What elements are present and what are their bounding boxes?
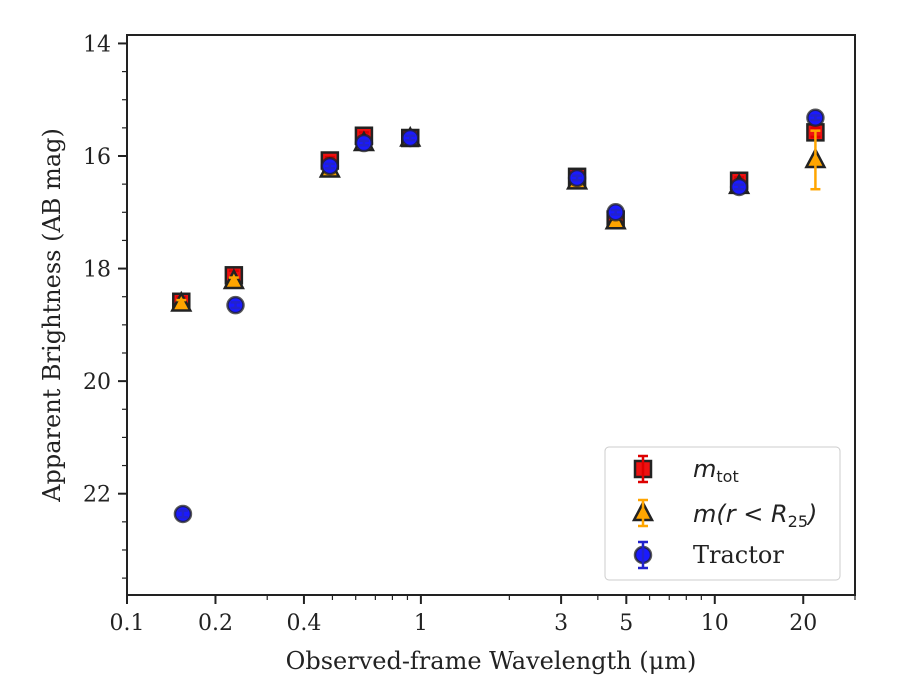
legend-label-tractor: Tractor [693,541,784,569]
x-tick-label: 10 [701,611,729,636]
x-tick-label: 3 [554,611,568,636]
y-axis-label: Apparent Brightness (AB mag) [38,128,66,503]
x-tick-label: 1 [414,611,428,636]
legend-mr25-sub: 25 [788,512,808,531]
x-tick-label: 20 [789,611,817,636]
legend-box [604,446,841,581]
y-tick-label: 22 [83,483,111,508]
plot-marks [170,108,827,524]
legend-error-bar [638,498,648,528]
axis-ticks: 0.1 0.2 0.4 1 3 5 10 20 14 16 18 20 22 [83,32,856,636]
y-tick-label: 14 [83,32,111,57]
error-bar [405,134,416,142]
legend-mtot-sub: tot [716,467,738,486]
y-tick-label: 18 [83,258,111,283]
legend-label-mtot: mtot [693,455,739,486]
error-bar [176,298,187,309]
error-bar [177,509,188,519]
error-bar [572,174,583,182]
y-tick-label: 16 [83,145,111,170]
x-axis-label: Observed-frame Wavelength (μm) [286,647,697,675]
error-bar [734,183,745,191]
error-bar [230,301,241,310]
legend: mtot m(r < R25) Tractor [604,446,841,581]
legend-error-bar [638,454,648,484]
x-tick-label: 5 [619,611,633,636]
plot-frame [126,34,856,596]
x-tick-label: 0.1 [110,611,145,636]
error-bar [358,139,369,147]
error-bar [810,129,821,191]
y-tick-label: 20 [83,370,111,395]
legend-label-mr25: m(r < R25) [693,500,817,531]
error-bar [610,208,621,216]
legend-mr25-main: m(r < R [693,500,788,528]
legend-mr25-suffix: ) [806,500,817,528]
legend-error-bar [638,540,648,570]
series-tractor [173,108,825,524]
error-bar [324,162,335,170]
x-tick-label: 0.2 [198,611,233,636]
legend-mtot-main: m [693,455,716,483]
legend-markers [631,454,655,570]
error-bar [228,276,239,286]
x-tick-label: 0.4 [286,611,321,636]
error-bar [810,114,821,122]
